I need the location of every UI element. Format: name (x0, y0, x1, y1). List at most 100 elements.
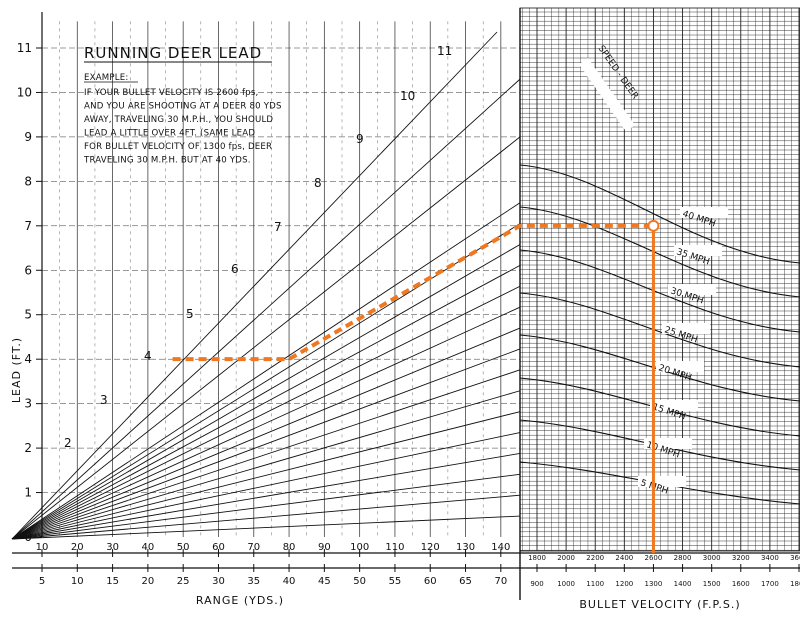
speed-curve (519, 249, 800, 333)
range-lower-tick-label: 10 (71, 576, 84, 587)
lead-diagonal (11, 494, 521, 540)
range-axis-title: RANGE (YDS.) (196, 594, 284, 607)
diagonal-label: 7 (274, 220, 282, 234)
lead-diagonal (11, 348, 521, 540)
velocity-lower-tick-label: 1100 (586, 580, 604, 588)
velocity-tick-label: 3200 (732, 554, 750, 562)
range-lower-tick-label: 50 (353, 576, 366, 587)
y-tick-label: 8 (24, 174, 32, 188)
example-marker (647, 219, 660, 232)
lead-diagonal (11, 264, 521, 540)
velocity-tick-label: 2800 (674, 554, 692, 562)
example-lead-path (172, 223, 654, 362)
range-tick-label: 50 (177, 542, 190, 553)
range-lower-tick-label: 15 (106, 576, 119, 587)
velocity-tick-label: 2000 (557, 554, 575, 562)
lead-diagonal (11, 473, 521, 540)
lead-diagonal (11, 285, 521, 540)
diagonal-label: 2 (64, 436, 72, 450)
velocity-lower-tick-label: 1500 (703, 580, 721, 588)
diagonal-label: 8 (314, 176, 322, 190)
diagonal-label: 11 (437, 44, 452, 58)
speed-label-bg (680, 207, 728, 218)
range-lower-tick-label: 25 (177, 576, 190, 587)
y-axis-title: LEAD (FT.) (10, 337, 23, 403)
diagonal-label: 3 (100, 393, 108, 407)
velocity-axis-title: BULLET VELOCITY (F.P.S.) (579, 598, 740, 611)
range-lower-tick-label: 45 (318, 576, 331, 587)
speed-label-bg (644, 438, 692, 449)
range-lower-tick-label: 30 (212, 576, 225, 587)
velocity-tick-label: 2600 (645, 554, 663, 562)
y-tick-label: 2 (24, 441, 32, 455)
lead-diagonal (11, 244, 521, 540)
lead-diagonal (11, 31, 498, 540)
lead-diagonal (11, 432, 521, 540)
y-tick-label: 10 (17, 85, 32, 99)
velocity-tick-label: 3400 (761, 554, 779, 562)
range-lower-tick-label: 5 (39, 576, 45, 587)
velocity-lower-tick-label: 1700 (761, 580, 779, 588)
range-tick-label: 80 (283, 542, 296, 553)
lead-diagonal (11, 306, 521, 540)
lead-diagonal (11, 369, 521, 540)
diagonal-label: 9 (356, 132, 364, 146)
range-tick-label: 30 (106, 542, 119, 553)
example-text-line: AND YOU ARE SHOOTING AT A DEER 80 YDS (84, 102, 282, 112)
velocity-lower-tick-label: 1000 (557, 580, 575, 588)
range-tick-label: 90 (318, 542, 331, 553)
example-text: IF YOUR BULLET VELOCITY IS 2600 fps, AND … (83, 88, 282, 166)
y-tick-label: 9 (24, 130, 32, 144)
velocity-lower-tick-label: 1400 (674, 580, 692, 588)
velocity-tick-label: 3000 (703, 554, 721, 562)
speed-curve (519, 292, 800, 368)
axes (12, 8, 800, 600)
lead-diagonal (11, 223, 521, 540)
velocity-panel-frame (519, 7, 800, 552)
velocity-lower-tick-label: 900 (530, 580, 543, 588)
velocity-tick-label: 3600 (790, 554, 800, 562)
range-lower-tick-label: 65 (459, 576, 472, 587)
speed-label-bg (638, 476, 686, 487)
velocity-grid (519, 7, 800, 552)
y-tick-label: 6 (24, 263, 32, 277)
y-tick-label: 1 (24, 486, 32, 500)
y-tick-label: 3 (24, 397, 32, 411)
range-tick-label: 10 (36, 542, 49, 553)
lead-diagonal-lines (11, 31, 521, 540)
lead-diagonal (11, 452, 521, 540)
speed-label-bg (674, 245, 722, 256)
speed-header-bg (578, 57, 636, 132)
range-lower-tick-label: 60 (424, 576, 437, 587)
range-tick-label: 140 (491, 542, 510, 553)
velocity-tick-label: 2200 (586, 554, 604, 562)
example-text-line: FOR BULLET VELOCITY OF 1300 fps, DEER (84, 142, 272, 152)
lead-diagonal (11, 390, 521, 540)
y-tick-label: 0 (24, 530, 32, 544)
velocity-tick-label: 2400 (615, 554, 633, 562)
example-text-line: LEAD A LITTLE OVER 4FT. (SAME LEAD (84, 129, 255, 139)
speed-label-bg (668, 284, 716, 295)
range-lower-tick-label: 35 (247, 576, 260, 587)
y-tick-label: 5 (24, 308, 32, 322)
range-tick-label: 20 (71, 542, 84, 553)
range-lower-tick-label: 70 (494, 576, 507, 587)
lead-diagonal (11, 202, 521, 540)
lead-diagonal (11, 136, 521, 540)
diagonal-label: 5 (186, 307, 194, 321)
y-tick-label: 7 (24, 219, 32, 233)
example-text-line: AWAY, TRAVELING 30 M.P.H., YOU SHOULD (84, 115, 273, 125)
y-tick-label: 4 (24, 352, 32, 366)
range-lower-tick-label: 40 (283, 576, 296, 587)
example-text-line: TRAVELING 30 M.P.H. BUT AT 40 YDS. (83, 156, 251, 166)
range-lower-tick-label: 55 (389, 576, 402, 587)
range-tick-label: 60 (212, 542, 225, 553)
lead-diagonal (11, 515, 521, 540)
example-path (172, 219, 660, 553)
lead-diagonal (11, 327, 521, 540)
velocity-lower-tick-label: 1300 (645, 580, 663, 588)
range-tick-label: 120 (421, 542, 440, 553)
diagonal-label: 6 (231, 262, 239, 276)
